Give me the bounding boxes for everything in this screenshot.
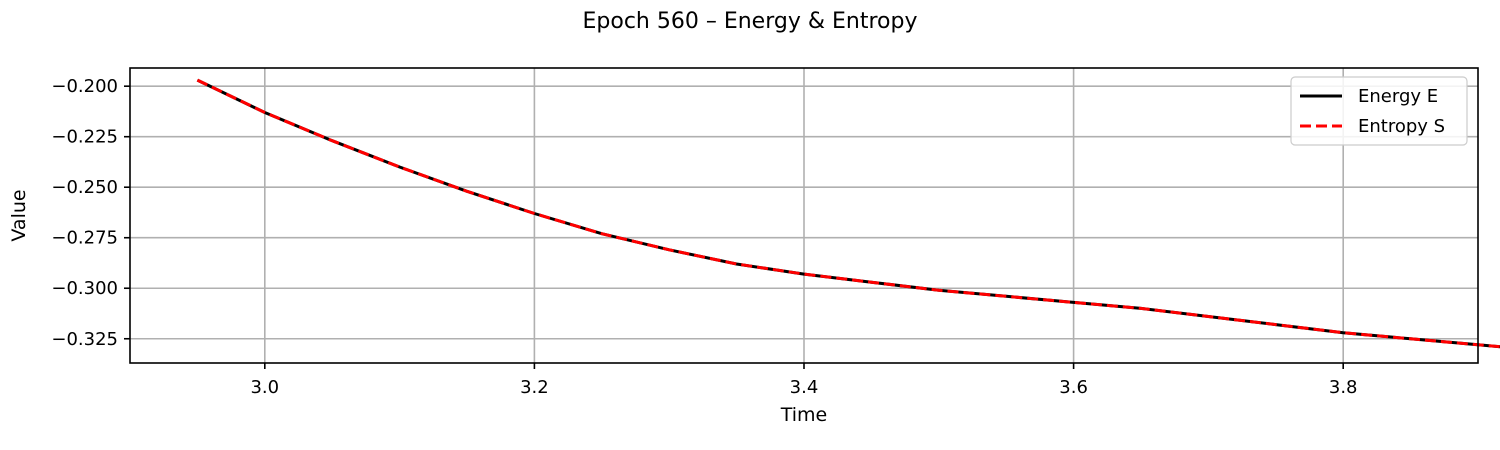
series-layer [196,78,1500,349]
ticks: 3.0 3.2 3.4 3.6 3.8 −0.200 −0.225 −0.250 −0.275 −… [51,76,1357,398]
x-tick-label: 3.8 [1329,377,1358,398]
y-tick-label: −0.200 [51,76,118,97]
y-tick-label: −0.300 [51,278,118,299]
x-tick-label: 3.2 [520,377,549,398]
legend-label-energy: Energy E [1358,86,1438,107]
x-axis-label: Time [780,404,828,426]
series-line-entropy [196,78,1500,349]
x-tick-label: 3.4 [790,377,819,398]
legend: Energy E Entropy S [1290,76,1468,146]
chart-title: Epoch 560 – Energy & Entropy [583,9,918,34]
y-tick-label: −0.225 [51,127,118,148]
y-tick-label: −0.275 [51,228,118,249]
legend-label-entropy: Entropy S [1358,116,1445,137]
y-tick-label: −0.325 [51,329,118,350]
y-axis-label: Value [8,189,30,241]
x-tick-label: 3.0 [250,377,279,398]
y-tick-label: −0.250 [51,177,118,198]
legend-frame [1290,76,1468,146]
x-tick-label: 3.6 [1059,377,1088,398]
